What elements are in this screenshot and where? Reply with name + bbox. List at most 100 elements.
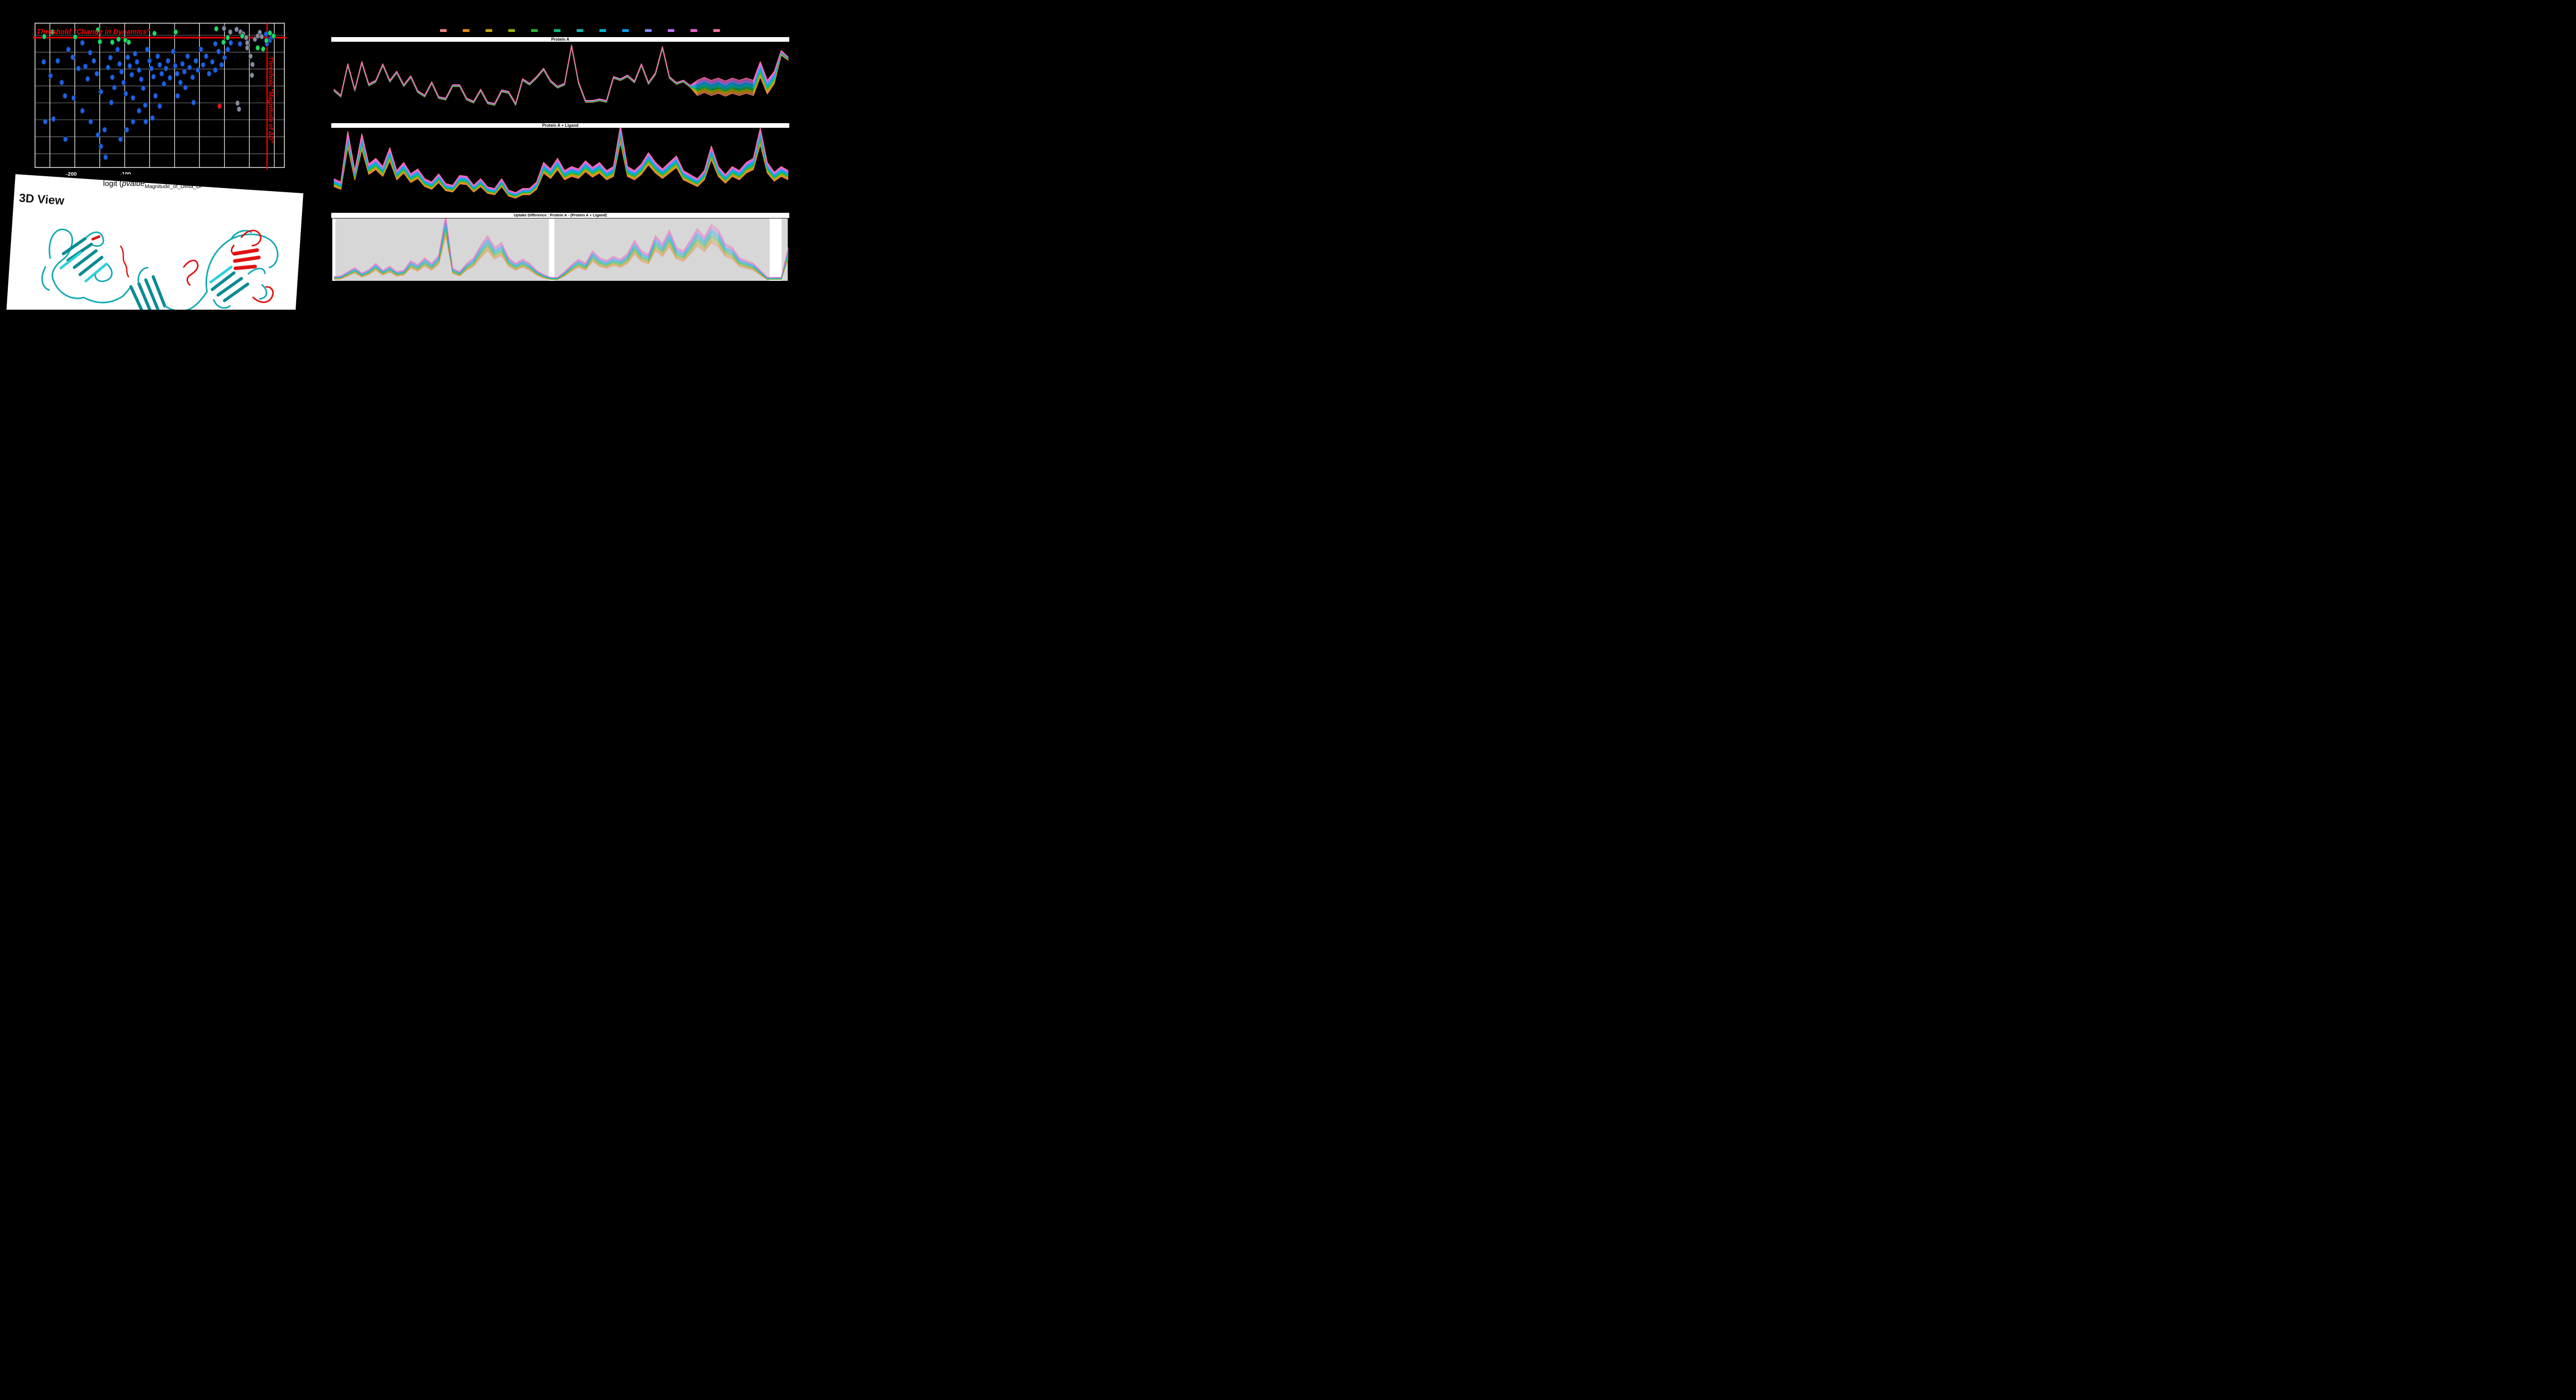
volcano-point-blue (159, 71, 164, 77)
legend-swatch (554, 29, 561, 32)
volcano-point-gray (245, 45, 250, 51)
volcano-point-green (221, 39, 226, 45)
volcano-point-blue (124, 127, 129, 133)
panel-title-protein-a: Protein A (331, 37, 789, 42)
volcano-point-green (271, 33, 276, 39)
volcano-point-green (116, 36, 121, 42)
volcano-point-gray (244, 35, 249, 41)
volcano-point-blue (216, 48, 221, 55)
volcano-point-green (97, 39, 103, 45)
uptake-series (333, 227, 789, 279)
volcano-point-green (214, 26, 219, 32)
protein-ribbon-image (41, 228, 279, 310)
volcano-point-blue (51, 116, 56, 122)
volcano-point-blue (83, 63, 88, 70)
volcano-point-blue (171, 48, 176, 55)
coverage-gap (549, 218, 555, 281)
legend-swatch (645, 29, 652, 32)
volcano-point-blue (149, 65, 154, 72)
volcano-point-blue (191, 99, 196, 106)
volcano-point-blue (238, 41, 243, 47)
volcano-point-blue (91, 58, 96, 64)
volcano-point-green (264, 38, 269, 44)
volcano-point-green (255, 45, 260, 51)
volcano-point-blue (118, 136, 123, 142)
volcano-point-blue (102, 127, 107, 133)
volcano-point-blue (264, 41, 269, 47)
volcano-point-blue (141, 85, 146, 91)
volcano-point-blue (263, 31, 268, 37)
volcano-plot (33, 23, 286, 170)
volcano-point-gray (235, 100, 240, 106)
legend-swatch (599, 29, 606, 32)
volcano-point-blue (119, 69, 124, 75)
legend-swatch (463, 29, 470, 32)
volcano-point-blue (175, 71, 180, 77)
volcano-point-blue (195, 67, 200, 73)
legend-swatch (531, 29, 538, 32)
volcano-point-blue (123, 91, 128, 97)
volcano-point-gray (252, 36, 258, 42)
volcano-point-blue (110, 74, 115, 80)
volcano-point-blue (112, 85, 117, 91)
uptake-series (333, 135, 789, 196)
uptake-series (333, 129, 789, 195)
volcano-point-green (110, 39, 115, 45)
uptake-series (333, 131, 789, 195)
3d-viewer-panel[interactable]: 3D View (5, 174, 303, 310)
volcano-point-blue (59, 79, 64, 86)
uptake-series (333, 45, 789, 104)
uptake-series (333, 46, 789, 106)
app-canvas: Threshold "Change in Dynamics" Threshold… (0, 0, 808, 310)
volcano-point-blue (147, 58, 152, 64)
uptake-panel-lines-1 (333, 125, 789, 199)
volcano-point-blue (76, 65, 81, 72)
volcano-point-blue (267, 37, 273, 43)
uptake-panel-lines-2 (333, 214, 789, 280)
volcano-point-blue (143, 119, 148, 125)
uptake-series (333, 228, 789, 280)
uptake-series (333, 219, 789, 278)
volcano-point-blue (71, 95, 76, 101)
legend-swatch (690, 29, 698, 32)
volcano-point-blue (88, 119, 93, 125)
volcano-point-blue (185, 53, 190, 59)
uptake-series (333, 225, 789, 279)
volcano-point-gray (236, 106, 242, 112)
uptake-series (333, 142, 789, 199)
volcano-point-blue (130, 119, 135, 125)
uptake-series (333, 45, 789, 105)
volcano-point-blue (165, 58, 171, 64)
volcano-point-blue (143, 102, 148, 108)
uptake-difference-background (332, 218, 788, 281)
volcano-point-red (217, 103, 222, 109)
uptake-series (333, 138, 789, 197)
volcano-point-blue (187, 64, 192, 71)
volcano-point-blue (41, 59, 46, 65)
uptake-series (333, 223, 789, 279)
volcano-point-gray (257, 29, 262, 36)
volcano-point-gray (234, 26, 239, 32)
uptake-series (333, 214, 789, 278)
volcano-point-blue (167, 75, 173, 81)
volcano-point-blue (48, 73, 53, 79)
volcano-point-gray (249, 72, 255, 78)
volcano-point-blue (115, 46, 120, 53)
uptake-series (333, 45, 789, 105)
volcano-point-blue (163, 65, 168, 72)
uptake-series (333, 215, 789, 278)
timepoint-legend (440, 29, 720, 32)
volcano-point-blue (94, 71, 99, 77)
uptake-series (333, 139, 789, 198)
legend-swatch (440, 29, 447, 32)
volcano-point-blue (70, 54, 75, 60)
volcano-point-blue (80, 40, 85, 46)
legend-swatch (713, 29, 720, 32)
legend-swatch (485, 29, 493, 32)
volcano-point-blue (139, 76, 144, 82)
volcano-point-blue (145, 46, 150, 53)
volcano-point-blue (153, 93, 158, 99)
volcano-point-blue (62, 93, 67, 99)
volcano-point-gray (222, 25, 227, 31)
volcano-point-green (126, 39, 131, 45)
